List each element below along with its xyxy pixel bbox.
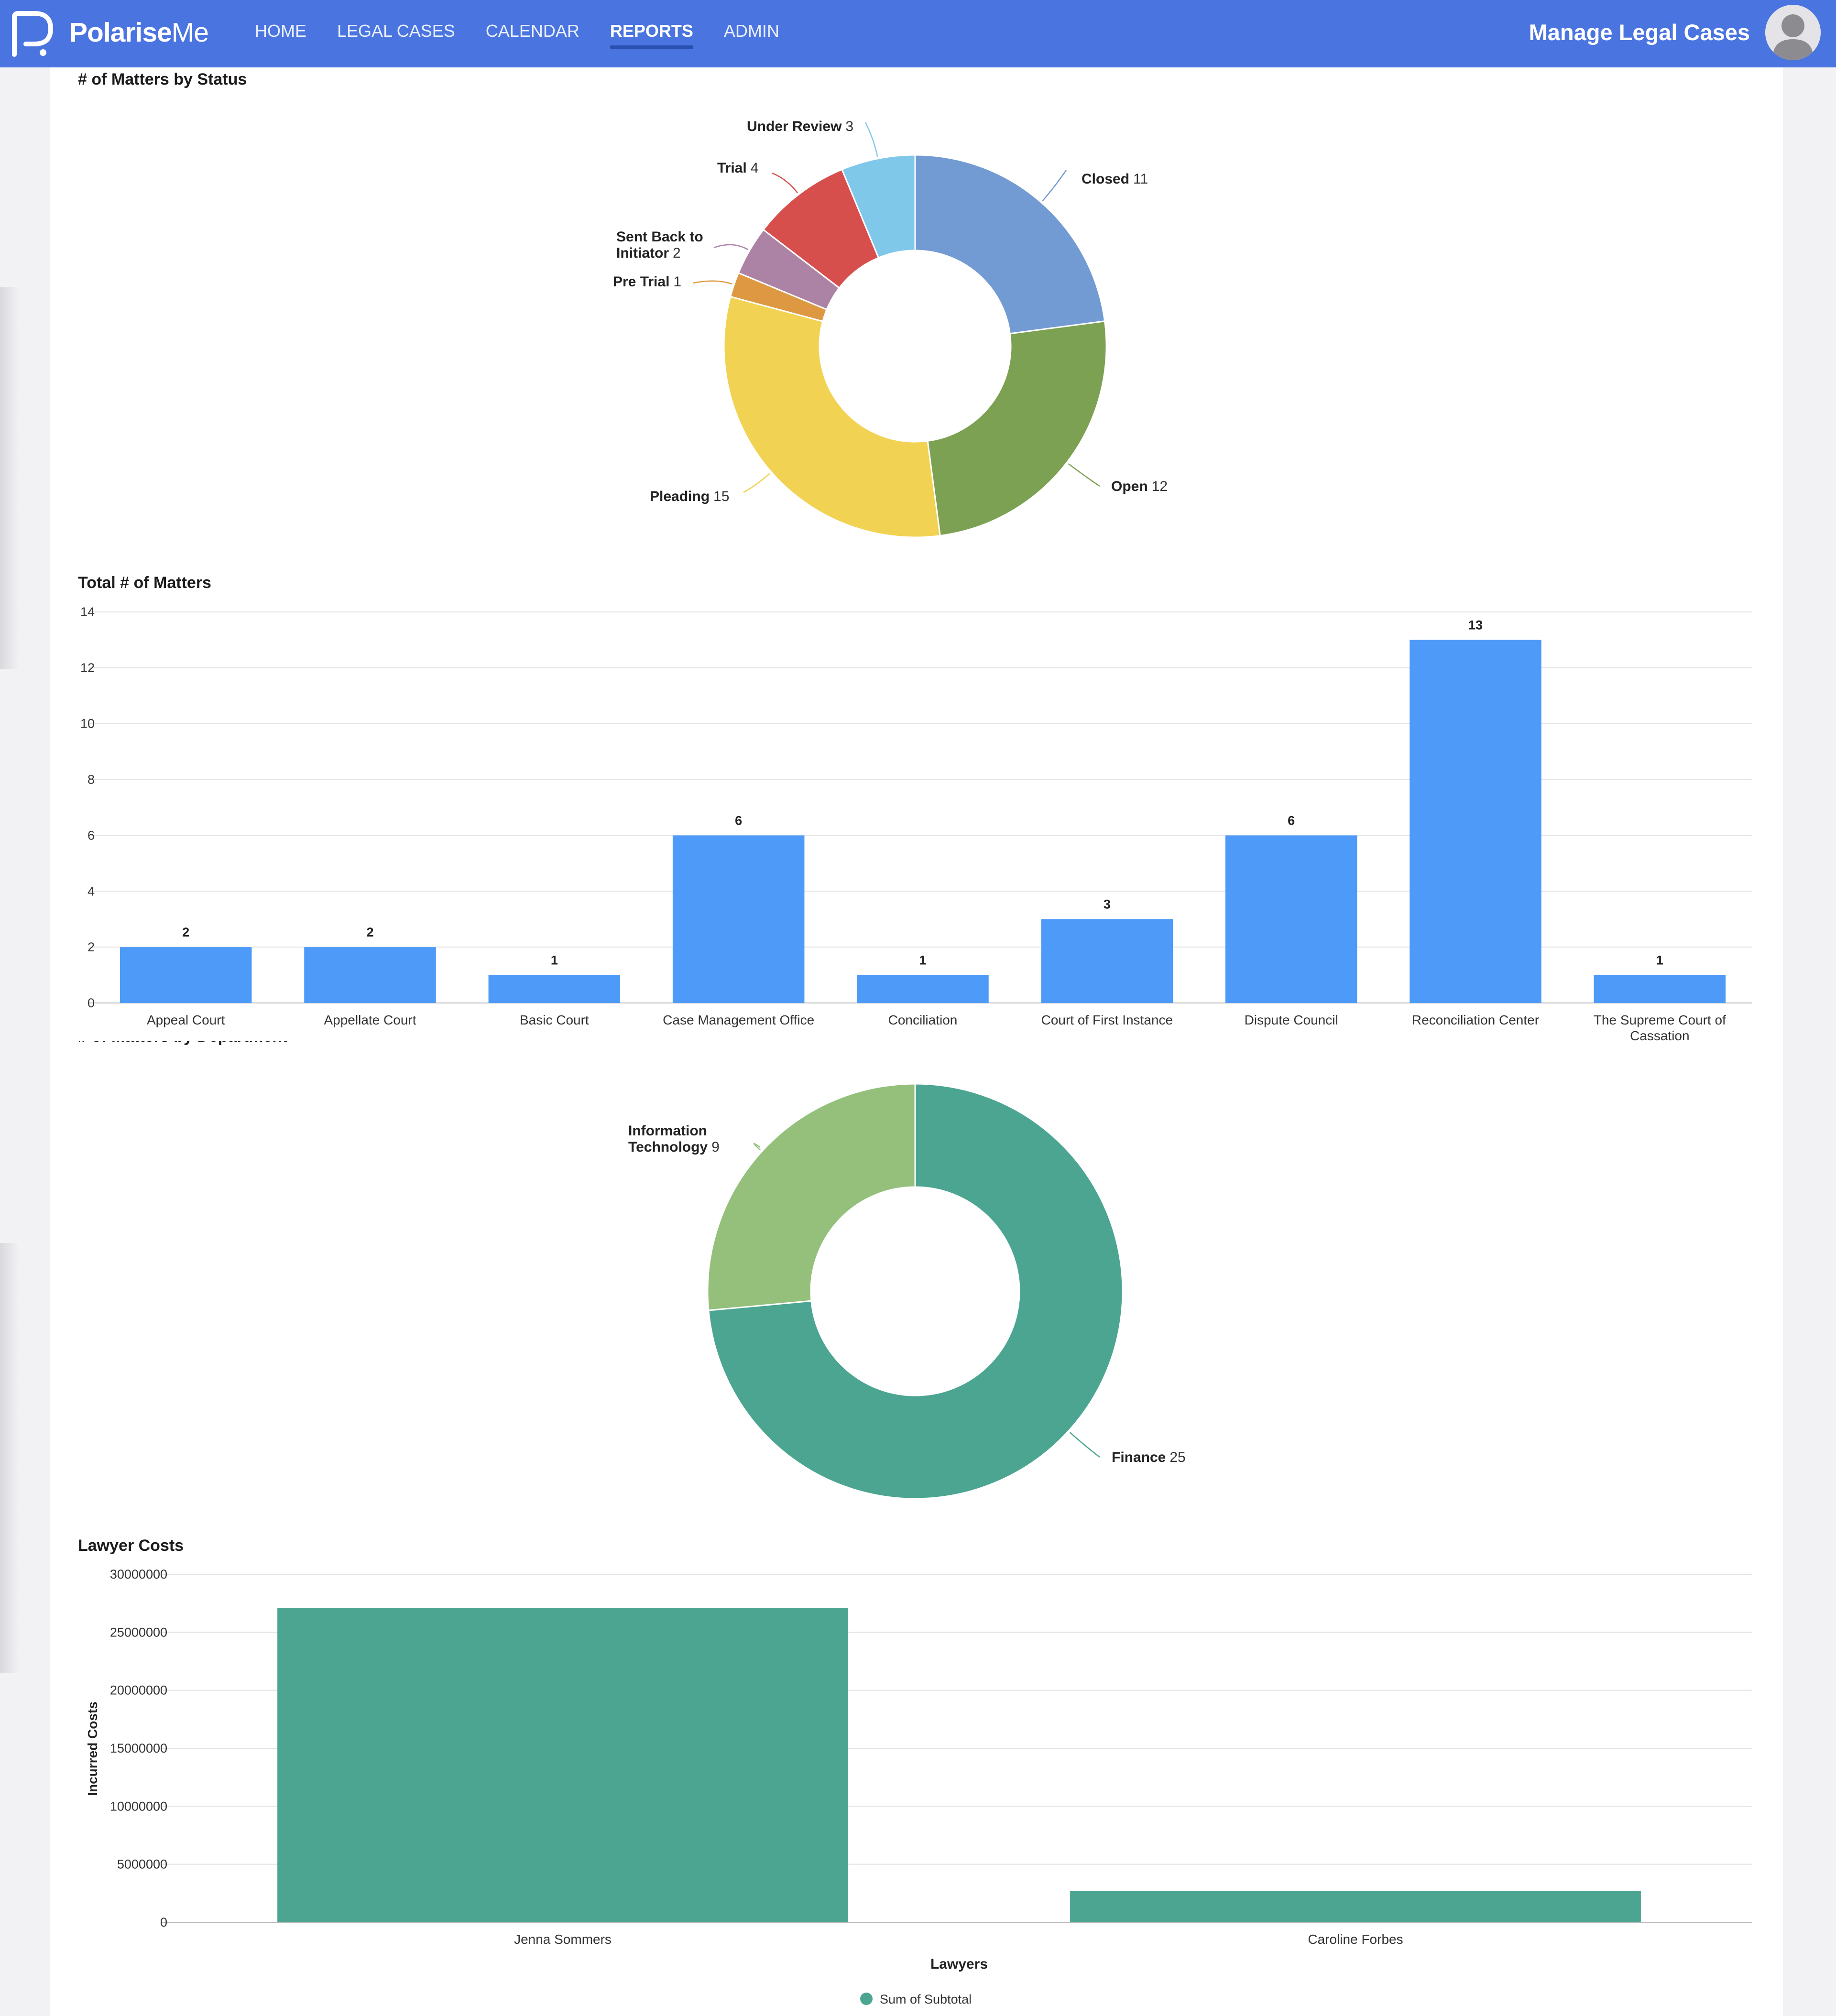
slice-label-closed: Closed 11 bbox=[1082, 171, 1148, 187]
x-category-label: Court of First Instance bbox=[1041, 1013, 1173, 1027]
nav-home[interactable]: HOME bbox=[255, 21, 306, 41]
x-category-label: Conciliation bbox=[888, 1013, 958, 1027]
bar-value-label: 13 bbox=[1468, 618, 1483, 632]
y-tick-label: 12 bbox=[80, 661, 95, 675]
nav-calendar[interactable]: CALENDAR bbox=[485, 21, 579, 41]
bar-conciliation[interactable] bbox=[857, 975, 989, 1003]
user-avatar[interactable] bbox=[1765, 5, 1821, 60]
x-category-label: Dispute Council bbox=[1245, 1013, 1338, 1027]
x-category-label: Jenna Sommers bbox=[514, 1932, 612, 1947]
bar-appellate-court[interactable] bbox=[304, 947, 436, 1003]
donut-slice-pleading[interactable] bbox=[723, 295, 941, 538]
bar-value-label: 1 bbox=[1656, 953, 1663, 968]
total-matters-bar-chart: 0 2 4 6 8 10 12 14 2 Appeal Court 2 Appellate Court… bbox=[80, 605, 1752, 1043]
nav-reports[interactable]: REPORTS bbox=[610, 19, 693, 49]
slice-connector-open bbox=[1068, 463, 1100, 487]
main-nav: HOME LEGAL CASES CALENDAR REPORTS ADMIN bbox=[255, 19, 810, 49]
x-category-label: Case Management Office bbox=[663, 1013, 814, 1027]
slice-connector-pre-trial bbox=[693, 280, 732, 285]
bar-value-label: 2 bbox=[182, 925, 189, 939]
bar-dispute-council[interactable] bbox=[1225, 835, 1357, 1003]
bar-value-label: 3 bbox=[1104, 897, 1111, 912]
bar-value-label: 2 bbox=[366, 925, 373, 939]
slice-label-pleading: Pleading 15 bbox=[650, 489, 729, 504]
status-donut-chart: Closed 11 Open 12 Pleading 15 Pre Trial 1 Sent B… bbox=[613, 119, 1168, 538]
bar-appeal-court[interactable] bbox=[120, 947, 252, 1003]
y-tick-label: 0 bbox=[87, 996, 95, 1010]
y-tick-label: 10 bbox=[80, 717, 95, 731]
nav-legal-cases[interactable]: LEGAL CASES bbox=[337, 21, 455, 41]
bar-case-management-office[interactable] bbox=[672, 835, 805, 1003]
y-tick-label: 8 bbox=[87, 773, 95, 787]
x-axis-title: Lawyers bbox=[930, 1956, 988, 1972]
slice-connector-information-technology bbox=[753, 1143, 761, 1151]
brand-light: Me bbox=[171, 17, 209, 48]
donut-slice-finance[interactable] bbox=[708, 1083, 1124, 1500]
y-tick-label: 30000000 bbox=[110, 1567, 167, 1581]
bar-value-label: 6 bbox=[735, 813, 742, 828]
y-tick-label: 6 bbox=[87, 828, 95, 842]
y-tick-label: 2 bbox=[87, 940, 95, 954]
legend-swatch[interactable] bbox=[860, 1993, 873, 2005]
bar-jenna-sommers[interactable] bbox=[277, 1608, 848, 1922]
bar-basic-court[interactable] bbox=[488, 975, 621, 1003]
y-axis-title: Incurred Costs bbox=[85, 1701, 100, 1796]
department-chart-title: # of Matters by Department bbox=[78, 1041, 287, 1047]
x-category-label: Appeal Court bbox=[147, 1013, 225, 1027]
bar-value-label: 6 bbox=[1288, 813, 1295, 828]
x-category-label: Reconciliation Center bbox=[1412, 1013, 1539, 1027]
bar-value-label: 1 bbox=[919, 953, 926, 968]
avatar-silhouette-icon bbox=[1765, 5, 1821, 60]
donut-slice-open[interactable] bbox=[927, 320, 1107, 537]
y-tick-label: 15000000 bbox=[110, 1741, 167, 1755]
slice-label-information-technology: Information Technology 9 bbox=[628, 1123, 720, 1155]
slice-connector-pleading bbox=[743, 473, 771, 493]
donut-slice-information-technology[interactable] bbox=[707, 1083, 916, 1311]
bar-value-label: 1 bbox=[551, 953, 558, 968]
slice-label-open: Open 12 bbox=[1111, 479, 1168, 494]
x-category-label: Caroline Forbes bbox=[1308, 1932, 1403, 1947]
y-tick-label: 4 bbox=[87, 884, 95, 898]
slice-connector-closed bbox=[1042, 170, 1067, 202]
x-category-label: Appellate Court bbox=[324, 1013, 416, 1027]
legend-label[interactable]: Sum of Subtotal bbox=[880, 1992, 972, 2006]
slice-connector-sent-back-to-initiator bbox=[713, 244, 748, 251]
brand-bold: Polarise bbox=[69, 17, 172, 48]
lawyer-costs-chart-title: Lawyer Costs bbox=[78, 1537, 184, 1555]
page-title: Manage Legal Cases bbox=[1529, 20, 1750, 45]
slice-label-under-review: Under Review 3 bbox=[747, 119, 853, 134]
slice-connector-finance bbox=[1069, 1432, 1100, 1458]
donut-slice-closed[interactable] bbox=[914, 154, 1106, 335]
donut-slice-under-review[interactable] bbox=[841, 154, 916, 259]
y-tick-label: 0 bbox=[160, 1915, 167, 1929]
y-tick-label: 25000000 bbox=[110, 1625, 167, 1639]
matters-bar-chart-title: Total # of Matters bbox=[78, 574, 211, 592]
brand-name: PolariseMe bbox=[69, 16, 209, 49]
y-tick-label: 5000000 bbox=[117, 1857, 167, 1872]
bar-reconciliation-center[interactable] bbox=[1410, 640, 1541, 1003]
top-navigation-bar: PolariseMe HOME LEGAL CASES CALENDAR REP… bbox=[0, 0, 1836, 67]
x-category-label: The Supreme Court of Cassation bbox=[1594, 1013, 1726, 1043]
slice-connector-under-review bbox=[864, 122, 878, 157]
status-chart-title: # of Matters by Status bbox=[78, 70, 247, 88]
slice-label-finance: Finance 25 bbox=[1112, 1449, 1186, 1465]
bar-caroline-forbes[interactable] bbox=[1070, 1891, 1641, 1922]
left-edge-shadow bbox=[0, 287, 19, 669]
slice-label-trial: Trial 4 bbox=[717, 160, 758, 176]
slice-label-sent-back-to-initiator: Sent Back to Initiator 2 bbox=[616, 229, 703, 261]
y-tick-label: 14 bbox=[80, 605, 95, 619]
nav-admin[interactable]: ADMIN bbox=[723, 21, 779, 41]
slice-connector-trial bbox=[772, 172, 798, 194]
y-tick-label: 20000000 bbox=[110, 1683, 167, 1698]
department-donut-chart: Finance 25 Information Technology 9 bbox=[628, 1083, 1186, 1500]
bar-the-supreme-court-of-cassation[interactable] bbox=[1594, 975, 1726, 1003]
y-tick-label: 10000000 bbox=[110, 1799, 167, 1813]
left-edge-shadow-lower bbox=[0, 1243, 19, 1673]
x-category-label: Basic Court bbox=[520, 1013, 589, 1027]
polariseme-logo-icon[interactable] bbox=[10, 11, 55, 57]
slice-label-pre-trial: Pre Trial 1 bbox=[613, 274, 681, 290]
bar-court-of-first-instance[interactable] bbox=[1041, 919, 1173, 1003]
